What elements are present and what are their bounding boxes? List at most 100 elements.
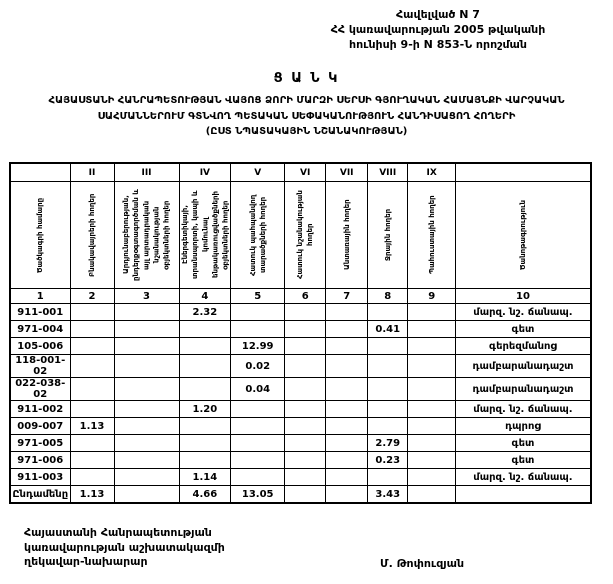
area-value-cell — [69, 434, 115, 452]
table-body: 911-001 2.32 մարզ. նշ. ճանապ. 971-004 0.41 գե… — [9, 303, 592, 504]
area-value-cell — [284, 377, 327, 401]
header-settlement-lands: Բնակավայրերի հողեր — [69, 181, 115, 289]
column-number-cell: 7 — [325, 288, 369, 304]
area-value-cell — [407, 417, 457, 435]
area-value-cell — [407, 377, 457, 401]
parcel-code-cell: 971-005 — [9, 434, 71, 452]
signatory-name: Մ. Թոփուզյան — [380, 557, 465, 570]
area-value-cell — [367, 354, 409, 378]
subtitle-line-1: ՀԱՅԱՍՏԱՆԻ ՀԱՆՐԱՊԵՏՈՒԹՅԱՆ ՎԱՅՈՑ ՁՈՐԻ ՄԱՐԶ… — [48, 95, 565, 106]
area-value-cell — [367, 303, 409, 321]
roman-numeral-row: II III IV V VI VII VIII IX — [9, 162, 592, 182]
note-cell: մարզ. նշ. ճանապ. — [455, 400, 592, 418]
parcel-code-cell: 911-001 — [9, 303, 71, 321]
area-value-cell — [113, 354, 180, 378]
header-note: Ծանոթագրություն — [455, 181, 592, 289]
area-value-cell — [284, 303, 327, 321]
table-row: 911-002 1.20 մարզ. նշ. ճանապ. — [9, 400, 592, 418]
roman-numeral-cell: IX — [407, 162, 457, 182]
note-cell: մարզ. նշ. ճանապ. — [455, 468, 592, 486]
header-label: Ծածկագրի համարը — [36, 197, 45, 273]
parcel-code-cell: 105-006 — [9, 337, 71, 355]
area-value-cell — [325, 337, 369, 355]
signature-line-2: կառավարության աշխատակազմի — [24, 540, 225, 554]
area-value-cell — [178, 320, 232, 338]
area-value-cell — [325, 485, 369, 504]
area-value-cell — [69, 451, 115, 469]
land-parcels-table: II III IV V VI VII VIII IX Ծածկագրի համա… — [9, 162, 592, 504]
area-value-cell — [284, 337, 327, 355]
roman-numeral-cell: IV — [178, 162, 232, 182]
area-value-cell — [325, 400, 369, 418]
area-value-cell — [407, 320, 457, 338]
area-value-cell — [407, 434, 457, 452]
area-value-cell: 0.04 — [230, 377, 286, 401]
parcel-code-cell: 009-007 — [9, 417, 71, 435]
header-industrial-lands: Արդյունաբերության, ընդերքօգտագործման և ա… — [113, 181, 180, 289]
area-value-cell — [284, 354, 327, 378]
signature-line-3: ղեկավար-նախարար — [24, 555, 148, 569]
area-value-cell — [69, 320, 115, 338]
area-value-cell — [230, 320, 286, 338]
area-value-cell: 0.23 — [367, 451, 409, 469]
area-value-cell — [230, 303, 286, 321]
area-value-cell — [325, 468, 369, 486]
area-value-cell: 1.14 — [178, 468, 232, 486]
area-value-cell: 4.66 — [178, 485, 232, 504]
table-row: 911-003 1.14 մարզ. նշ. ճանապ. — [9, 468, 592, 486]
appendix-line-3: հունիսի 9-ի N 853-Ն որոշման — [349, 37, 527, 51]
area-value-cell: 12.99 — [230, 337, 286, 355]
roman-numeral-cell: VII — [325, 162, 369, 182]
area-value-cell — [69, 354, 115, 378]
note-cell — [455, 485, 592, 504]
area-value-cell — [69, 303, 115, 321]
column-number-cell: 5 — [230, 288, 286, 304]
area-value-cell — [230, 434, 286, 452]
area-value-cell — [113, 337, 180, 355]
parcel-code-cell: 118-001-02 — [9, 354, 71, 378]
subtitle-line-3: (ԸՍՏ ՆՊԱՏԱԿԱՅԻՆ ՆՇԱՆԱԿՈՒԹՅԱՆ) — [205, 126, 408, 137]
area-value-cell: 3.43 — [367, 485, 409, 504]
area-value-cell — [69, 377, 115, 401]
header-label: Բնակավայրերի հողեր — [87, 193, 96, 277]
document-subtitle: ՀԱՅԱՍՏԱՆԻ ՀԱՆՐԱՊԵՏՈՒԹՅԱՆ ՎԱՅՈՑ ՁՈՐԻ ՄԱՐԶ… — [0, 93, 613, 140]
header-label: Ջրային հողեր — [383, 208, 392, 262]
column-number-cell: 1 — [9, 288, 71, 304]
area-value-cell — [284, 417, 327, 435]
appendix-line-2: ՀՀ կառավարության 2005 թվականի — [330, 22, 546, 36]
area-value-cell — [325, 303, 369, 321]
note-cell: գետ — [455, 451, 592, 469]
area-value-cell: 1.13 — [69, 417, 115, 435]
table-row: 009-007 1.13 դպրոց — [9, 417, 592, 435]
roman-numeral-cell: II — [69, 162, 115, 182]
area-value-cell — [367, 468, 409, 486]
total-label-cell: Ընդամենը — [9, 485, 71, 504]
area-value-cell: 13.05 — [230, 485, 286, 504]
empty-corner-cell — [9, 162, 71, 182]
column-header-row: Ծածկագրի համարը Բնակավայրերի հողեր Արդյո… — [9, 181, 592, 289]
page-title: Ց Ա Ն Կ — [273, 71, 340, 86]
area-value-cell — [367, 417, 409, 435]
area-value-cell: 1.13 — [69, 485, 115, 504]
area-value-cell — [69, 337, 115, 355]
header-special-lands: Հատուկ նշանակության հողեր — [284, 181, 327, 289]
area-value-cell — [230, 417, 286, 435]
area-value-cell: 0.41 — [367, 320, 409, 338]
column-number-cell: 10 — [455, 288, 592, 304]
area-value-cell — [284, 468, 327, 486]
roman-numeral-cell: VIII — [367, 162, 409, 182]
area-value-cell — [284, 485, 327, 504]
header-label: Էներգետիկայի, տրանսպորտի, կապի և կոմունա… — [180, 190, 230, 280]
area-value-cell — [178, 354, 232, 378]
header-protected-lands: Հատուկ պահպանվող տարածքների հողեր — [230, 181, 286, 289]
column-number-cell: 4 — [178, 288, 232, 304]
area-value-cell — [325, 377, 369, 401]
appendix-line-1: Հավելված N 7 — [396, 8, 480, 21]
column-number-row: 1 2 3 4 5 6 7 8 9 10 — [9, 288, 592, 304]
area-value-cell — [325, 434, 369, 452]
empty-corner-cell — [455, 162, 592, 182]
column-number-cell: 6 — [284, 288, 327, 304]
area-value-cell — [230, 400, 286, 418]
area-value-cell: 1.20 — [178, 400, 232, 418]
header-label: Անտառային հողեր — [342, 199, 351, 271]
